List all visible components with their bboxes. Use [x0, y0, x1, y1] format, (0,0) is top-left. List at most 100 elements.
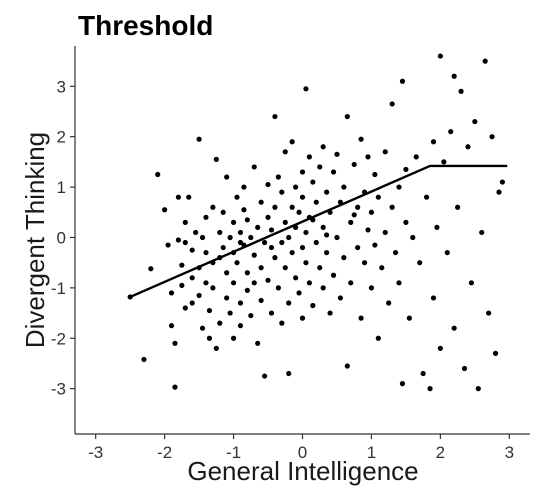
data-point	[189, 300, 195, 306]
data-point	[196, 292, 202, 299]
data-point	[423, 194, 430, 200]
data-point	[241, 207, 247, 213]
data-point	[320, 144, 326, 150]
data-point	[310, 179, 316, 185]
data-point	[358, 315, 364, 321]
data-point	[186, 194, 192, 200]
data-point	[361, 260, 368, 266]
data-points	[127, 53, 506, 392]
data-point	[396, 280, 402, 286]
data-point	[210, 285, 216, 291]
data-point	[289, 204, 295, 210]
data-point	[403, 166, 409, 173]
data-point	[334, 234, 340, 241]
data-point	[334, 151, 340, 157]
data-point	[389, 101, 395, 107]
data-point	[172, 384, 178, 390]
data-point	[206, 335, 213, 341]
data-point	[282, 149, 288, 155]
data-point	[324, 249, 330, 256]
data-point	[465, 144, 471, 150]
data-point	[479, 229, 485, 236]
data-point	[272, 204, 278, 210]
data-point	[227, 310, 233, 316]
data-point	[320, 224, 326, 231]
data-point	[224, 270, 230, 276]
data-point	[265, 181, 271, 188]
data-point	[293, 184, 299, 190]
y-tick-label: -3	[51, 380, 66, 399]
data-point	[286, 370, 292, 377]
data-point	[279, 189, 285, 195]
data-point	[468, 280, 475, 286]
data-point	[203, 214, 209, 220]
data-point	[399, 381, 406, 387]
data-point	[168, 323, 175, 329]
data-point	[261, 239, 268, 246]
data-point	[248, 312, 254, 319]
data-point	[368, 209, 375, 215]
data-point	[251, 164, 257, 170]
data-point	[265, 277, 271, 283]
data-point	[248, 234, 254, 241]
data-point	[313, 239, 319, 246]
x-tick-label: -2	[157, 443, 172, 462]
y-axis-ticks: -3 -2 -1 0 1 2 3	[51, 77, 75, 399]
data-point	[451, 325, 457, 331]
data-point	[330, 169, 337, 175]
data-point	[255, 224, 261, 231]
data-point	[437, 53, 443, 59]
data-point	[237, 300, 244, 306]
data-point	[420, 370, 426, 377]
x-tick-label: 3	[505, 443, 514, 462]
data-point	[237, 239, 244, 246]
data-point	[148, 266, 154, 272]
data-point	[196, 136, 202, 142]
data-point	[303, 260, 309, 266]
data-point	[492, 350, 499, 356]
data-point	[310, 302, 316, 309]
data-point	[293, 275, 299, 281]
data-point	[299, 169, 306, 175]
data-point	[306, 280, 312, 286]
data-point	[303, 229, 309, 236]
data-point	[358, 136, 364, 142]
y-tick-label: 2	[57, 128, 66, 147]
data-point	[382, 229, 388, 236]
data-point	[241, 184, 247, 190]
data-point	[189, 275, 195, 281]
data-point	[213, 156, 219, 162]
data-point	[244, 287, 250, 293]
data-point	[417, 260, 423, 266]
data-point	[444, 249, 450, 256]
data-point	[199, 325, 206, 331]
data-point	[406, 315, 412, 321]
data-point	[162, 207, 168, 213]
data-point	[275, 285, 281, 291]
data-point	[434, 224, 440, 231]
x-tick-label: 2	[436, 443, 445, 462]
data-point	[220, 244, 226, 251]
data-point	[279, 239, 285, 246]
data-point	[324, 189, 330, 195]
data-point	[372, 171, 378, 178]
data-point	[375, 194, 381, 200]
data-point	[337, 295, 344, 301]
data-point	[268, 310, 275, 316]
data-point	[382, 149, 388, 155]
data-point	[193, 229, 199, 236]
data-point	[155, 171, 161, 178]
data-point	[258, 199, 264, 205]
data-point	[317, 265, 323, 271]
data-point	[403, 219, 409, 225]
y-tick-label: 1	[57, 178, 66, 197]
data-point	[244, 217, 250, 223]
data-point	[351, 161, 357, 168]
data-point	[255, 340, 261, 346]
data-point	[303, 86, 309, 92]
data-point	[355, 244, 361, 251]
data-point	[224, 295, 230, 301]
data-point	[261, 373, 268, 379]
data-point	[258, 265, 264, 271]
